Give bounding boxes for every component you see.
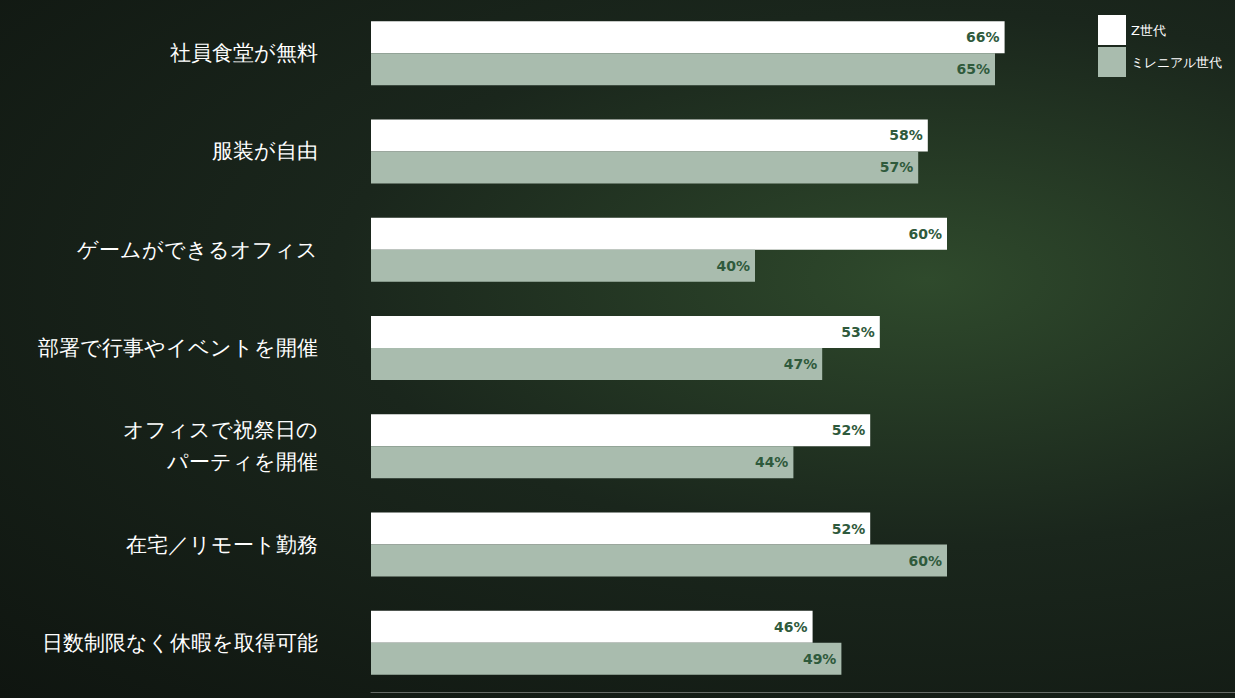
svg-text:40%: 40% xyxy=(716,258,750,274)
svg-text:在宅／リモート勤務: 在宅／リモート勤務 xyxy=(126,533,318,557)
svg-text:57%: 57% xyxy=(880,159,914,175)
svg-text:46%: 46% xyxy=(774,619,808,635)
svg-text:服装が自由: 服装が自由 xyxy=(212,139,318,163)
svg-text:49%: 49% xyxy=(803,651,837,667)
svg-text:65%: 65% xyxy=(956,61,990,77)
svg-text:53%: 53% xyxy=(841,324,875,340)
svg-text:Z世代: Z世代 xyxy=(1131,23,1166,38)
svg-text:52%: 52% xyxy=(832,521,866,537)
svg-text:ミレニアル世代: ミレニアル世代 xyxy=(1131,55,1222,70)
svg-text:オフィスで祝祭日の: オフィスで祝祭日の xyxy=(123,418,318,442)
svg-text:52%: 52% xyxy=(832,422,866,438)
svg-text:部署で行事やイベントを開催: 部署で行事やイベントを開催 xyxy=(38,336,318,360)
svg-text:58%: 58% xyxy=(889,127,923,143)
svg-text:60%: 60% xyxy=(908,226,942,242)
svg-text:60%: 60% xyxy=(908,553,942,569)
svg-text:日数制限なく休暇を取得可能: 日数制限なく休暇を取得可能 xyxy=(42,631,318,655)
svg-text:47%: 47% xyxy=(784,356,818,372)
svg-text:パーティを開催: パーティを開催 xyxy=(166,450,318,474)
svg-text:社員食堂が無料: 社員食堂が無料 xyxy=(170,41,318,65)
svg-text:ゲームができるオフィス: ゲームができるオフィス xyxy=(77,238,318,262)
svg-text:44%: 44% xyxy=(755,454,789,470)
svg-text:66%: 66% xyxy=(966,29,1000,45)
